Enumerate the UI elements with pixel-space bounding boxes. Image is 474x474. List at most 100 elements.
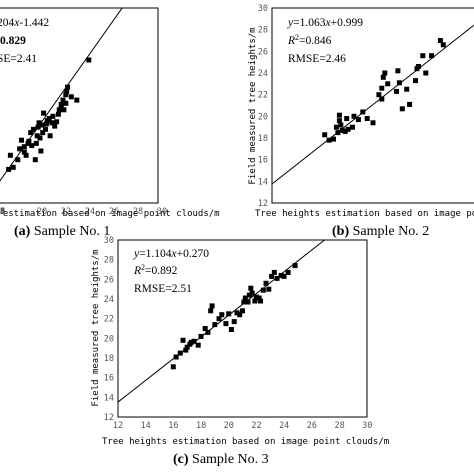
data-point-a	[58, 105, 64, 111]
data-point-a	[23, 152, 29, 158]
x-tick-label-a: 30	[157, 207, 167, 217]
regression-line-a	[0, 8, 123, 182]
data-point-c	[170, 364, 176, 370]
data-point-c	[219, 312, 225, 318]
r2-label-b: R2=0.846	[287, 33, 332, 47]
plot-frame-a	[0, 7, 159, 204]
panel-c: y=1.104x+0.270 R2=0.892 RMSE=2.51 Field …	[91, 236, 389, 467]
data-point-c	[205, 329, 211, 335]
data-point-c	[223, 321, 229, 327]
x-tick-label-c: 14	[141, 421, 151, 431]
y-tick-label-b: 18	[258, 134, 268, 144]
x-tick-label-c: 16	[168, 421, 178, 431]
x-tick-label-b: 24	[0, 207, 5, 217]
data-point-c	[285, 269, 291, 275]
r2-label-c: R2=0.892	[133, 263, 178, 277]
data-point-c	[226, 311, 232, 317]
y-tick-label-c: 18	[104, 354, 114, 364]
data-point-a	[41, 110, 47, 116]
data-point-a	[61, 107, 67, 113]
x-tick-label-b: 14	[0, 207, 5, 217]
data-point-a	[33, 140, 39, 146]
data-point-b	[326, 137, 332, 143]
x-tick-label-b: 20	[0, 207, 5, 217]
data-point-b	[413, 78, 418, 84]
data-point-b	[322, 132, 328, 138]
x-axis-label-b: Tree heights estimation based on image p…	[255, 209, 474, 219]
rmse-c: RMSE=2.51	[134, 283, 192, 295]
data-point-c	[256, 295, 262, 301]
data-point-c	[248, 285, 254, 291]
equation-a: 204x-1.442	[0, 17, 49, 29]
data-point-c	[260, 287, 266, 293]
y-tick-label-b: 28	[258, 26, 268, 36]
data-point-b	[404, 86, 410, 92]
data-point-a	[15, 157, 21, 163]
data-point-b	[407, 101, 413, 107]
data-point-b	[420, 53, 426, 59]
data-point-b	[331, 136, 336, 142]
data-point-c	[173, 354, 179, 360]
y-tick-label-c: 12	[104, 413, 114, 423]
r2-value-b: 0.846	[306, 35, 332, 47]
data-point-b	[399, 106, 405, 112]
data-point-c	[278, 272, 284, 278]
caption-b: (b) Sample No. 2	[332, 224, 429, 239]
data-point-b	[370, 120, 376, 126]
caption-c: (c) Sample No. 3	[173, 452, 269, 467]
x-tick-label-c: 20	[224, 421, 234, 431]
x-tick-label-a: 20	[37, 207, 47, 217]
x-tick-label-b: 16	[0, 207, 5, 217]
data-point-c	[198, 333, 204, 339]
data-point-b	[338, 122, 344, 128]
data-point-c	[253, 294, 259, 300]
x-tick-label-c: 30	[362, 421, 372, 431]
regression-line-b	[272, 24, 474, 185]
x-tick-label-a: 26	[109, 207, 119, 217]
y-tick-label-b: 16	[258, 156, 268, 166]
data-point-a	[32, 157, 38, 163]
data-point-c	[237, 312, 243, 318]
data-point-b	[382, 70, 388, 76]
data-point-a	[17, 146, 23, 152]
data-point-a	[29, 143, 35, 149]
data-point-b	[380, 74, 386, 80]
data-point-c	[208, 308, 214, 314]
data-point-c	[195, 342, 201, 348]
data-point-b	[394, 88, 399, 94]
data-point-a	[31, 126, 36, 132]
x-tick-label-c: 28	[334, 421, 344, 431]
data-point-c	[231, 319, 237, 325]
y-axis-label-c: Field measured tree heights/m	[91, 249, 101, 406]
y-tick-label-c: 28	[104, 256, 114, 266]
data-point-b	[437, 38, 443, 43]
data-point-a	[39, 122, 45, 128]
y-tick-label-c: 20	[104, 334, 114, 344]
data-point-c	[184, 344, 190, 350]
data-point-a	[21, 149, 27, 155]
data-point-a	[43, 126, 48, 132]
x-tick-label-b: 22	[0, 207, 5, 217]
data-point-c	[263, 280, 269, 286]
x-tick-label-c: 18	[196, 421, 206, 431]
data-point-a	[26, 138, 32, 144]
data-point-c	[246, 292, 252, 298]
data-point-b	[350, 124, 355, 130]
data-point-c	[228, 327, 234, 332]
data-point-b	[339, 127, 345, 133]
data-point-a	[36, 120, 42, 126]
data-point-a	[50, 113, 56, 119]
caption-a: (a) Sample No. 1	[14, 224, 110, 239]
y-tick-label-b: 20	[258, 112, 268, 122]
data-point-b	[342, 129, 348, 134]
data-point-a	[49, 120, 55, 126]
x-tick-label-a: 28	[133, 207, 143, 217]
data-point-a	[63, 100, 69, 106]
data-point-c	[242, 295, 248, 301]
data-point-b	[351, 113, 357, 119]
data-point-a	[46, 116, 52, 121]
data-point-b	[440, 42, 446, 48]
data-point-a	[7, 152, 13, 158]
y-tick-label-b: 24	[258, 69, 268, 79]
